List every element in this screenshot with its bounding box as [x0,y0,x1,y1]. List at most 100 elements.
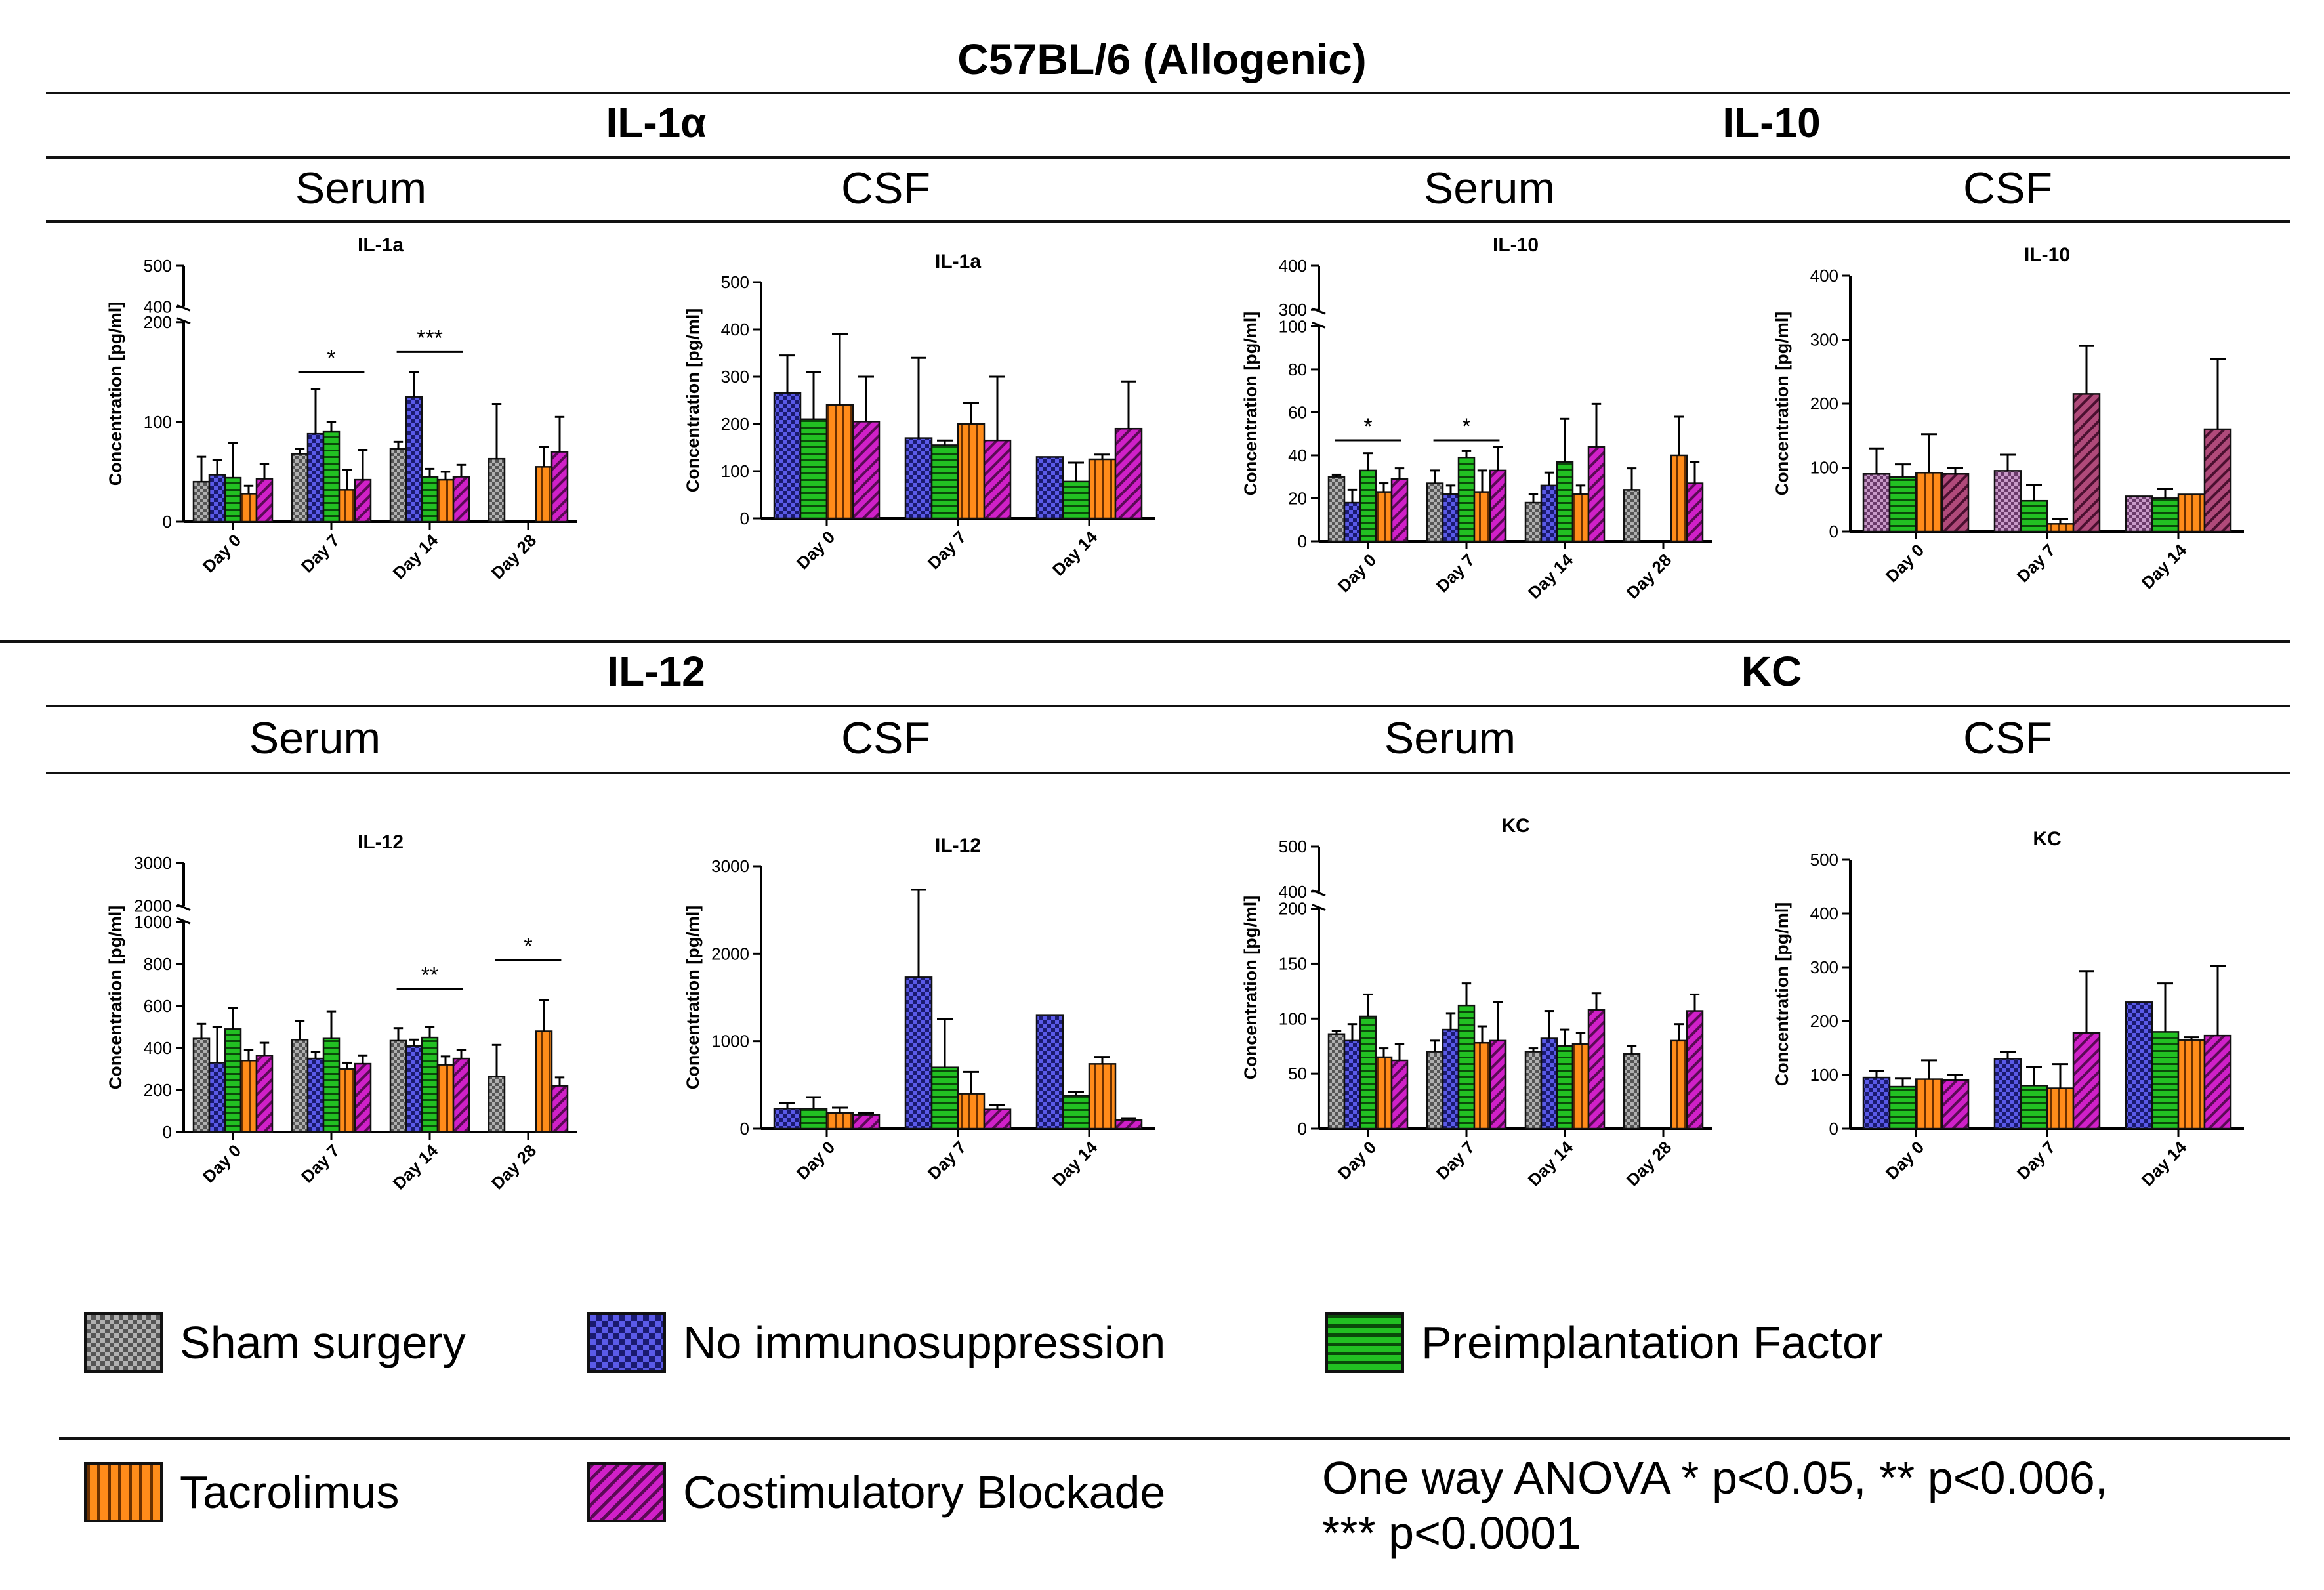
y-tick-label: 0 [1829,522,1838,541]
divider-row2-cytokine [46,705,2290,707]
bar [208,474,226,523]
y-tick-label: 800 [144,954,172,974]
bar [208,1062,226,1133]
bar [2151,1031,2180,1130]
bar [452,476,470,523]
bar [224,1028,242,1133]
stats-note: One way ANOVA * p<0.05, ** p<0.006, *** … [1322,1450,2107,1560]
bar [1088,1063,1117,1130]
bar [2203,428,2232,533]
x-tick-label: Day 14 [1048,1137,1102,1190]
bar [1442,493,1460,543]
y-tick-label: 2000 [711,944,749,963]
x-tick-label: Day 28 [488,1140,540,1193]
bar [852,421,881,520]
legend-item-tac: Tacrolimus [84,1462,400,1522]
x-tick-label: Day 14 [1524,550,1577,603]
bar [452,1057,470,1133]
y-tick-label: 0 [1298,532,1307,551]
divider-title [46,92,2290,94]
y-tick-label: 80 [1288,360,1307,379]
bar [192,480,211,523]
bar [2046,523,2075,533]
y-tick-label: 300 [1279,300,1307,320]
bar [1457,456,1476,543]
y-tick-label: 500 [1810,850,1838,869]
bar [2177,1039,2206,1130]
legend-label-pif: Preimplantation Factor [1421,1317,1884,1368]
x-tick-label: Day 28 [1623,1137,1675,1190]
bar [1915,1078,1943,1130]
chart-title: KC [1501,815,1529,837]
x-tick-label: Day 14 [1524,1137,1577,1190]
divider-row1-fluid [46,220,2290,223]
y-tick-label: 200 [1810,394,1838,413]
y-tick-label: 40 [1288,446,1307,465]
bar [405,396,423,523]
chart-title: IL-10 [2024,244,2070,266]
y-axis-break-mark [1312,322,1326,329]
bar [239,1060,258,1133]
y-axis-label: Concentration [pg/ml] [106,302,125,486]
bar [550,1085,569,1133]
cytokine-header-il1a: IL-1α [606,99,707,146]
y-tick-label: 100 [1810,1065,1838,1085]
bar [1540,484,1558,543]
bar [1571,493,1590,543]
legend-item-pif: Preimplantation Factor [1325,1312,1883,1373]
bar [1489,469,1507,543]
bar [1114,1119,1143,1130]
bar [1035,1014,1064,1130]
x-tick-label: Day 14 [389,1140,442,1194]
bar [535,1030,553,1133]
bar [306,432,325,523]
bar [983,1108,1012,1130]
bar [306,1057,325,1133]
legend-item-cb: Costimulatory Blockade [587,1462,1165,1522]
bar [338,489,356,523]
chart-title: KC [2033,828,2061,850]
bar [354,478,372,523]
x-tick-label: Day 0 [1882,1137,1928,1183]
significance-label: * [1363,414,1372,439]
chart-title: IL-1a [358,234,404,256]
fluid-header-kc-serum: Serum [1384,713,1516,763]
y-tick-label: 500 [721,272,749,292]
y-tick-label: 200 [721,414,749,434]
bar [1623,1053,1641,1130]
y-tick-label: 400 [144,297,172,316]
bar [239,493,258,523]
y-axis-break-mark [1312,904,1326,911]
bar [354,1062,372,1133]
significance-label: ** [421,963,438,988]
bar [421,1036,439,1133]
x-tick-label: Day 7 [2013,540,2059,586]
bar [1390,478,1409,543]
fluid-header-il1a-serum: Serum [295,163,427,213]
stats-note-line2: *** p<0.0001 [1322,1507,1582,1559]
y-tick-label: 200 [1279,899,1307,919]
fluid-header-il10-serum: Serum [1423,163,1556,213]
y-tick-label: 400 [1810,904,1838,923]
bar [1862,473,1891,533]
legend-swatch-cb [587,1462,666,1522]
bar [1062,480,1090,520]
bar [904,976,933,1130]
bar [852,1114,881,1130]
bar [1088,458,1117,520]
cytokine-header-kc: KC [1741,648,1802,695]
y-tick-label: 400 [1279,256,1307,276]
y-tick-label: 1000 [711,1032,749,1051]
bar [2072,393,2101,533]
bar [773,392,802,520]
bar [1524,1051,1543,1130]
y-tick-label: 3000 [711,856,749,876]
bar [1359,469,1377,543]
y-tick-label: 0 [163,1122,172,1142]
bar [930,444,959,520]
bar [957,1093,986,1130]
y-tick-label: 600 [144,996,172,1016]
bar [255,478,274,523]
bar [389,1039,407,1133]
